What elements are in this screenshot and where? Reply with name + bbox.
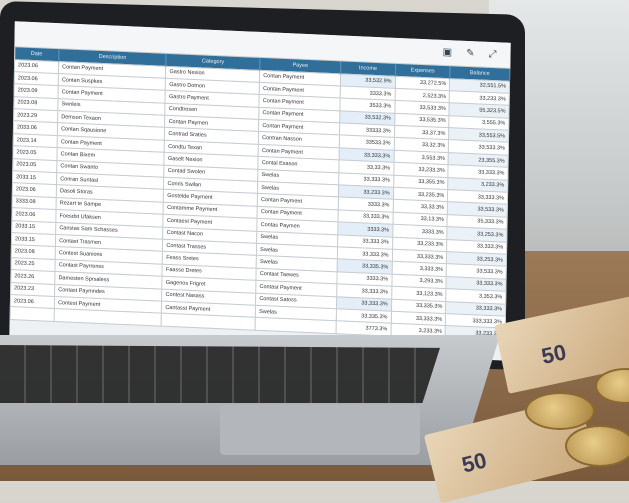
keyboard: [0, 345, 440, 403]
expand-icon[interactable]: ⤢: [488, 48, 497, 61]
coin: [525, 392, 595, 430]
coin: [565, 425, 629, 467]
save-icon[interactable]: ▣: [442, 46, 453, 59]
bill-value: 50: [459, 447, 490, 478]
touchpad: [220, 405, 420, 455]
pin-icon[interactable]: ✎: [466, 47, 475, 60]
spreadsheet-table: Date Description Category Payee Income Expens…: [10, 47, 511, 341]
table-cell[interactable]: [255, 317, 337, 334]
table-cell[interactable]: [10, 306, 55, 322]
laptop-screen: ▣ ✎ ⤢ Date Description Category Payee Income…: [9, 21, 511, 361]
laptop-lid: ▣ ✎ ⤢ Date Description Category Payee Income…: [0, 1, 525, 370]
bill-value: 50: [539, 339, 569, 369]
table-cell[interactable]: 3773.3%: [335, 321, 391, 336]
